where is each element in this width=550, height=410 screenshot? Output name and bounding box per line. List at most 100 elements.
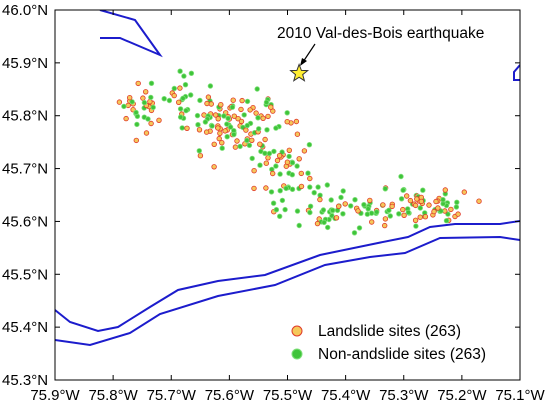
landslide-site-point	[215, 116, 221, 122]
landslide-site-point	[238, 118, 245, 125]
non-landslide-site-point	[284, 110, 290, 116]
landslide-site-point	[265, 113, 271, 120]
non-landslide-site-point	[224, 133, 230, 140]
non-landslide-site-point	[328, 197, 334, 203]
non-landslide-site-point	[182, 81, 189, 88]
non-landslide-site-point	[262, 150, 268, 156]
non-landslide-site-point	[321, 219, 327, 226]
non-landslide-site-point	[266, 150, 273, 157]
non-landslide-site-point	[273, 206, 280, 213]
y-tick-label: 45.7°N	[2, 161, 48, 178]
x-tick-label: 75.2°W	[437, 387, 487, 404]
non-landslide-site-point	[257, 162, 263, 168]
landslide-site-point	[270, 170, 276, 177]
non-landslide-site-point	[249, 155, 255, 162]
non-landslide-site-point	[180, 95, 186, 101]
non-landslide-site-point	[398, 196, 405, 202]
landslide-site-point	[204, 100, 210, 107]
landslide-site-point	[418, 198, 424, 205]
non-landslide-site-point	[396, 211, 402, 217]
non-landslide-legend-marker	[291, 348, 303, 360]
landslide-site-point	[211, 164, 217, 170]
non-landslide-site-point	[307, 184, 313, 190]
non-landslide-site-point	[219, 145, 225, 151]
landslide-site-point	[455, 211, 461, 217]
arrow-head-icon	[300, 58, 307, 66]
non-landslide-site-point	[181, 73, 187, 79]
non-landslide-site-point	[256, 126, 262, 132]
landslide-site-point	[448, 206, 454, 213]
earthquake-label: 2010 Val-des-Bois earthquake	[277, 25, 484, 42]
landslide-site-point	[442, 187, 448, 193]
non-landslide-site-point	[202, 119, 209, 125]
y-tick-label: 45.4°N	[2, 319, 48, 336]
landslide-site-point	[355, 208, 361, 214]
non-landslide-site-point	[187, 92, 194, 98]
landslide-site-point	[382, 222, 388, 229]
non-landslide-site-point	[244, 98, 251, 105]
non-landslide-site-point	[150, 104, 156, 111]
non-landslide-site-point	[221, 113, 227, 119]
non-landslide-site-point	[443, 217, 450, 224]
non-landslide-site-point	[289, 159, 296, 166]
landslide-site-point	[140, 95, 146, 101]
landslide-site-point	[212, 112, 219, 118]
non-landslide-site-point	[315, 184, 321, 190]
landslide-site-point	[301, 148, 308, 154]
landslide-site-point	[389, 203, 395, 210]
non-landslide-site-point	[286, 153, 292, 160]
landslide-site-point	[215, 125, 221, 131]
landslide-site-point	[461, 189, 467, 195]
landslide-site-point	[247, 107, 253, 113]
non-landslide-site-point	[270, 200, 277, 206]
landslide-site-point	[400, 206, 406, 213]
landslide-site-point	[143, 130, 150, 136]
landslide-site-point	[367, 197, 373, 204]
landslide-site-point	[431, 208, 437, 215]
non-landslide-site-point	[453, 204, 460, 210]
landslide-site-point	[231, 113, 237, 119]
non-landslide-site-point	[194, 112, 201, 119]
non-landslide-site-point	[254, 86, 260, 92]
x-tick-label: 75.8°W	[88, 387, 138, 404]
non-landslide-site-point	[279, 149, 285, 155]
non-landslide-site-point	[148, 80, 155, 86]
x-tick-label: 75.5°W	[263, 387, 313, 404]
non-landslide-site-point	[263, 99, 270, 105]
landslide-site-point	[142, 89, 149, 95]
landslide-site-point	[342, 201, 348, 207]
earthquake-arrow-line	[302, 43, 316, 63]
landslide-site-point	[216, 135, 222, 142]
non-landslide-site-point	[277, 213, 283, 219]
non-landslide-site-point	[413, 223, 419, 229]
landslide-site-point	[222, 128, 228, 134]
landslide-site-point	[382, 216, 389, 222]
landslide-site-point	[125, 102, 131, 109]
non-landslide-site-point	[340, 188, 346, 194]
non-landslide-site-point	[224, 121, 230, 127]
river-lines	[55, 10, 520, 347]
x-tick-label: 75.4°W	[321, 387, 371, 404]
landslide-site-point	[243, 127, 249, 133]
landslide-site-point	[296, 156, 302, 162]
non-landslide-site-point	[231, 131, 237, 138]
non-landslide-site-point	[294, 163, 300, 169]
landslide-site-point	[239, 97, 245, 104]
non-landslide-site-point	[148, 94, 154, 101]
non-landslide-site-point	[325, 224, 331, 231]
non-landslide-site-point	[330, 207, 336, 213]
landslide-site-point	[251, 185, 257, 192]
non-landslide-site-point	[324, 182, 330, 188]
x-tick-label: 75.6°W	[205, 387, 255, 404]
landslide-site-point	[203, 129, 210, 135]
landslide-site-point	[235, 115, 241, 122]
y-tick-label: 46.0°N	[2, 2, 48, 19]
landslide-site-point	[230, 97, 236, 103]
landslide-site-point	[286, 147, 292, 153]
landslide-site-point	[333, 215, 340, 221]
landslide-site-point	[298, 170, 304, 177]
non-landslide-site-point	[296, 222, 302, 229]
landslide-site-point	[401, 212, 407, 218]
landslide-legend-label: Landslide sites (263)	[318, 323, 461, 340]
x-tick-label: 75.9°W	[30, 387, 80, 404]
